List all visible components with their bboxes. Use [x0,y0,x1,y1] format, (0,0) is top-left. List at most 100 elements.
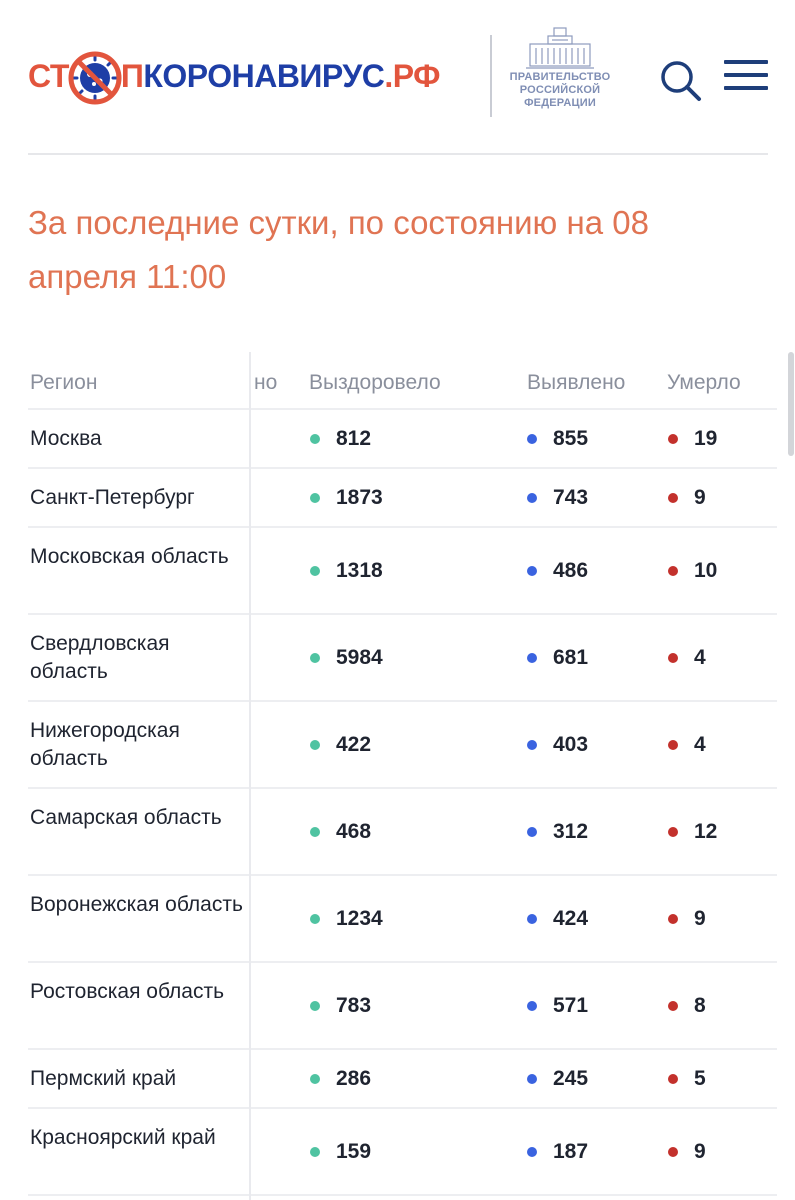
died-dot-icon [668,914,678,924]
recovered-dot-icon [310,827,320,837]
region-name: Свердловская область [30,632,170,683]
detected-dot-icon [527,740,537,750]
detected-value: 743 [553,486,589,509]
detected-value: 486 [553,559,589,582]
table-row: Красноярский край 159 187 9 [28,1109,777,1196]
died-value: 12 [694,820,718,843]
sticky-column-divider [249,352,251,1200]
died-value: 4 [694,646,706,669]
table-row: Самарская область 468 312 12 [28,789,777,876]
died-dot-icon [668,434,678,444]
died-dot-icon [668,1074,678,1084]
detected-dot-icon [527,566,537,576]
region-name: Ростовская область [30,980,225,1003]
detected-dot-icon [527,1147,537,1157]
detected-value: 312 [553,820,589,843]
government-logo[interactable]: ПРАВИТЕЛЬСТВО РОССИЙСКОЙ ФЕДЕРАЦИИ [506,26,614,109]
detected-dot-icon [527,1001,537,1011]
search-button[interactable] [658,58,702,102]
died-dot-icon [668,1147,678,1157]
recovered-dot-icon [310,434,320,444]
died-dot-icon [668,740,678,750]
gov-label-line-2: РОССИЙСКОЙ [519,84,601,96]
logo-part-p: П [120,57,144,94]
region-name: Нижегородская область [30,719,180,770]
search-icon [661,61,701,101]
table-row: Нижегородская область 422 403 4 [28,702,777,789]
died-value: 9 [694,1140,706,1163]
header-divider [28,153,768,155]
column-header-died[interactable]: Умерло [667,371,741,394]
menu-button[interactable] [724,60,770,94]
recovered-value: 1873 [336,486,383,509]
recovered-dot-icon [310,914,320,924]
detected-value: 403 [553,733,589,756]
region-name: Москва [30,427,102,450]
column-header-hidden[interactable]: но [254,371,278,394]
detected-dot-icon [527,1074,537,1084]
regions-table: Регион но Выздоровело Выявлено Умерло Мо… [28,352,777,1196]
detected-dot-icon [527,914,537,924]
died-dot-icon [668,653,678,663]
table-row: Московская область 1318 486 10 [28,528,777,615]
recovered-dot-icon [310,740,320,750]
recovered-dot-icon [310,493,320,503]
died-dot-icon [668,566,678,576]
detected-value: 855 [553,427,589,450]
table-row: Ростовская область 783 571 8 [28,963,777,1050]
died-dot-icon [668,827,678,837]
recovered-value: 5984 [336,646,383,669]
recovered-value: 159 [336,1140,372,1163]
gov-label-line-3: ФЕДЕРАЦИИ [524,97,596,109]
hamburger-icon [724,60,768,64]
died-value: 19 [694,427,718,450]
gov-label-line-1: ПРАВИТЕЛЬСТВО [509,71,611,83]
horizontal-scrollbar[interactable] [788,352,794,456]
logo-divider [490,35,492,117]
recovered-value: 1234 [336,907,383,930]
hamburger-icon-line [724,86,768,90]
recovered-value: 286 [336,1067,372,1090]
died-dot-icon [668,1001,678,1011]
detected-value: 681 [553,646,589,669]
table-row: Воронежская область 1234 424 9 [28,876,777,963]
logo-part-st: СТ [28,57,69,94]
logo-part-domain: .РФ [384,57,440,94]
column-header-detected[interactable]: Выявлено [527,371,626,394]
region-name: Московская область [30,545,229,568]
hamburger-icon-line [724,73,768,77]
detected-value: 187 [553,1140,589,1163]
recovered-dot-icon [310,1074,320,1084]
recovered-dot-icon [310,653,320,663]
recovered-dot-icon [310,1147,320,1157]
region-name: Пермский край [30,1067,177,1090]
died-value: 5 [694,1067,706,1090]
table-row: Свердловская область 5984 681 4 [28,615,777,702]
detected-dot-icon [527,827,537,837]
logo-part-main: КОРОНАВИРУС [143,57,385,94]
table-row: Москва 812 855 19 [28,410,777,469]
column-header-recovered[interactable]: Выздоровело [309,371,441,394]
detected-dot-icon [527,434,537,444]
detected-value: 424 [553,907,589,930]
region-name: Красноярский край [30,1126,216,1149]
region-name: Самарская область [30,806,222,829]
recovered-dot-icon [310,566,320,576]
column-header-region[interactable]: Регион [30,371,98,394]
site-logo[interactable]: СТ П КОРОНАВИРУС .РФ [28,46,440,106]
detected-dot-icon [527,493,537,503]
virus-stop-icon [67,50,123,106]
table-row: Пермский край 286 245 5 [28,1050,777,1109]
table-header: Регион но Выздоровело Выявлено Умерло [28,352,777,410]
detected-value: 571 [553,994,589,1017]
site-header: СТ П КОРОНАВИРУС .РФ [0,0,795,155]
died-value: 10 [694,559,718,582]
recovered-value: 783 [336,994,372,1017]
recovered-value: 468 [336,820,372,843]
detected-dot-icon [527,653,537,663]
recovered-value: 422 [336,733,372,756]
government-building-icon [526,27,594,69]
recovered-value: 1318 [336,559,383,582]
region-name: Воронежская область [30,893,243,916]
recovered-value: 812 [336,427,372,450]
